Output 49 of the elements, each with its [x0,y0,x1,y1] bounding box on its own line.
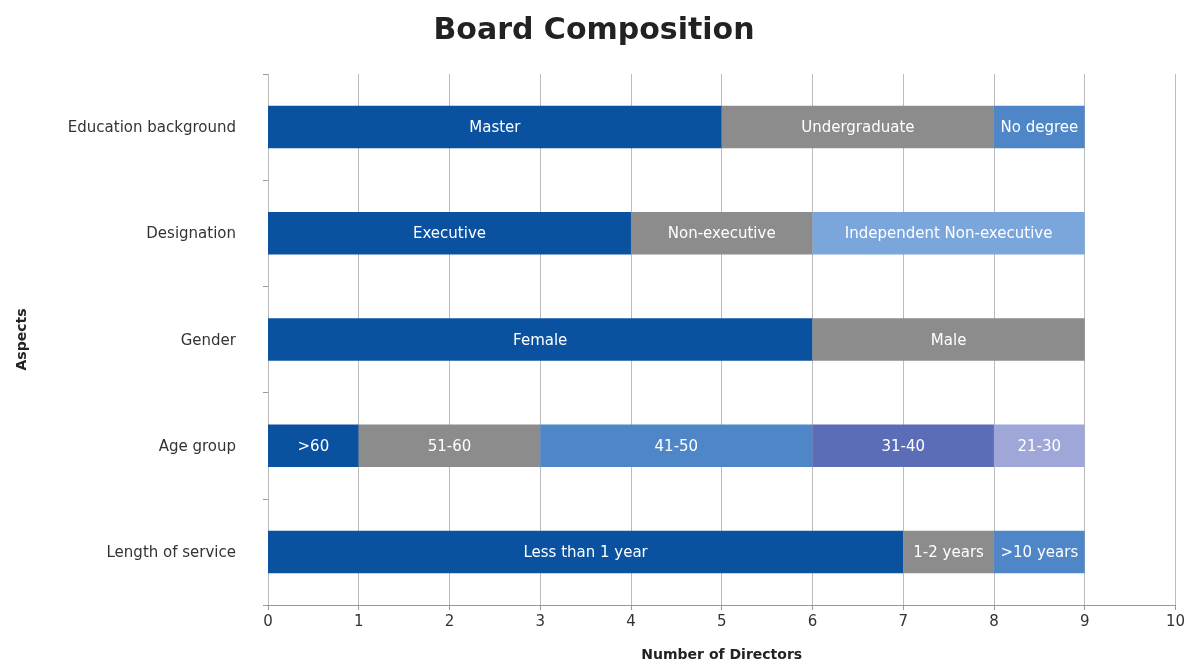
data-label: 1-2 years [913,542,985,561]
x-tick-label: 3 [535,611,546,630]
data-label: 21-30 [1017,436,1062,455]
data-label: Undergraduate [801,118,915,137]
data-label: >10 years [1000,542,1079,561]
bar [268,105,722,149]
y-tick-label: Education background [67,118,236,137]
x-tick-label: 8 [989,611,999,630]
y-tick-label: Length of service [106,542,236,561]
data-label: Less than 1 year [523,542,649,561]
bar [993,424,1085,467]
bar [812,318,1085,361]
data-label: Master [469,118,522,137]
x-tick-label: 10 [1165,611,1185,630]
bar [268,530,904,574]
x-tick-label: 5 [716,611,727,630]
bar [268,318,813,361]
x-tick-label: 7 [898,611,908,630]
x-tick-label: 2 [444,611,455,630]
x-axis-title: Number of Directors [641,646,803,662]
bar [630,212,813,255]
y-tick-label: Gender [180,330,237,349]
bar [268,212,631,255]
data-label: 31-40 [881,436,926,455]
bar [358,424,541,467]
data-label: 51-60 [427,436,472,455]
bar [268,424,359,467]
bar [903,530,994,574]
bar [721,105,994,149]
x-tick-label: 6 [807,611,818,630]
x-tick-label: 0 [263,611,273,630]
data-label: Male [930,330,967,349]
y-tick-label: Designation [146,224,236,243]
data-label: >60 [297,436,330,455]
x-tick-label: 9 [1079,611,1090,630]
data-label: No degree [1000,118,1079,137]
bar [812,212,1085,255]
y-axis-title: Aspects [13,308,29,371]
x-tick-label: 1 [353,611,364,630]
bar [540,424,813,467]
data-label: Female [513,330,568,349]
data-label: 41-50 [654,436,699,455]
y-tick-label: Age group [158,436,236,455]
data-label: Executive [412,224,487,243]
data-label: Independent Non-executive [844,224,1053,243]
bar [812,424,994,467]
chart-title: Board Composition [433,10,755,46]
data-label: Non-executive [667,224,776,243]
x-tick-label: 4 [626,611,636,630]
